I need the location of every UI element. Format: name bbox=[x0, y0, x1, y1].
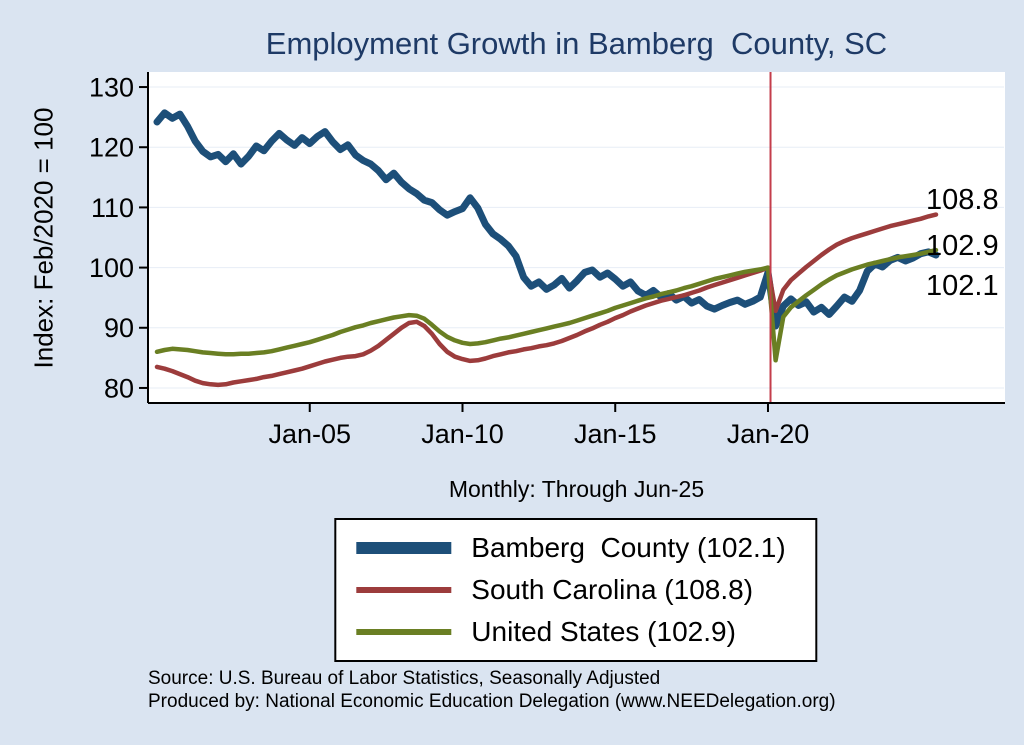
series-line-bamberg-county bbox=[153, 109, 940, 330]
legend-label-bamberg-county: Bamberg County (102.1) bbox=[471, 532, 786, 563]
legend-swatch-bamberg-county bbox=[356, 542, 452, 554]
source-line-2: Produced by: National Economic Education… bbox=[148, 691, 836, 712]
series-line-south-carolina bbox=[154, 212, 939, 388]
plot-background bbox=[148, 72, 1005, 403]
end-label-united-states: 102.9 bbox=[926, 230, 999, 262]
x-tick-label: Jan-15 bbox=[574, 419, 657, 449]
legend-swatch-united-states bbox=[356, 629, 452, 635]
y-tick-label: 110 bbox=[91, 193, 134, 223]
y-tick-label: 130 bbox=[89, 72, 134, 102]
source-note: Source: U.S. Bureau of Labor Statistics,… bbox=[148, 667, 836, 713]
chart-title: Employment Growth in Bamberg County, SC bbox=[265, 26, 888, 61]
series-line-united-states bbox=[154, 247, 939, 363]
y-tick-label: 90 bbox=[104, 313, 134, 343]
y-axis-label: Index: Feb/2020 = 100 bbox=[28, 107, 59, 369]
x-tick-label: Jan-10 bbox=[421, 419, 504, 449]
legend-item-bamberg-county: Bamberg County (102.1) bbox=[356, 528, 786, 568]
y-tick-label: 100 bbox=[89, 253, 134, 283]
end-label-south-carolina: 108.8 bbox=[926, 184, 999, 216]
legend-item-united-states: United States (102.9) bbox=[356, 612, 785, 652]
x-tick-label: Jan-05 bbox=[268, 419, 351, 449]
legend-swatch-south-carolina bbox=[356, 587, 452, 593]
y-tick-label: 80 bbox=[104, 373, 134, 403]
x-tick-label: Jan-20 bbox=[727, 419, 810, 449]
y-tick-label: 120 bbox=[89, 133, 134, 163]
x-axis-label: Monthly: Through Jun-25 bbox=[448, 476, 705, 502]
source-line-1: Source: U.S. Bureau of Labor Statistics,… bbox=[148, 668, 661, 689]
end-label-bamberg-county: 102.1 bbox=[926, 270, 999, 302]
legend-label-united-states: United States (102.9) bbox=[471, 616, 736, 647]
legend-item-south-carolina: South Carolina (108.8) bbox=[356, 570, 785, 610]
legend-label-south-carolina: South Carolina (108.8) bbox=[471, 574, 754, 605]
legend: Bamberg County (102.1) South Carolina (1… bbox=[334, 518, 818, 662]
